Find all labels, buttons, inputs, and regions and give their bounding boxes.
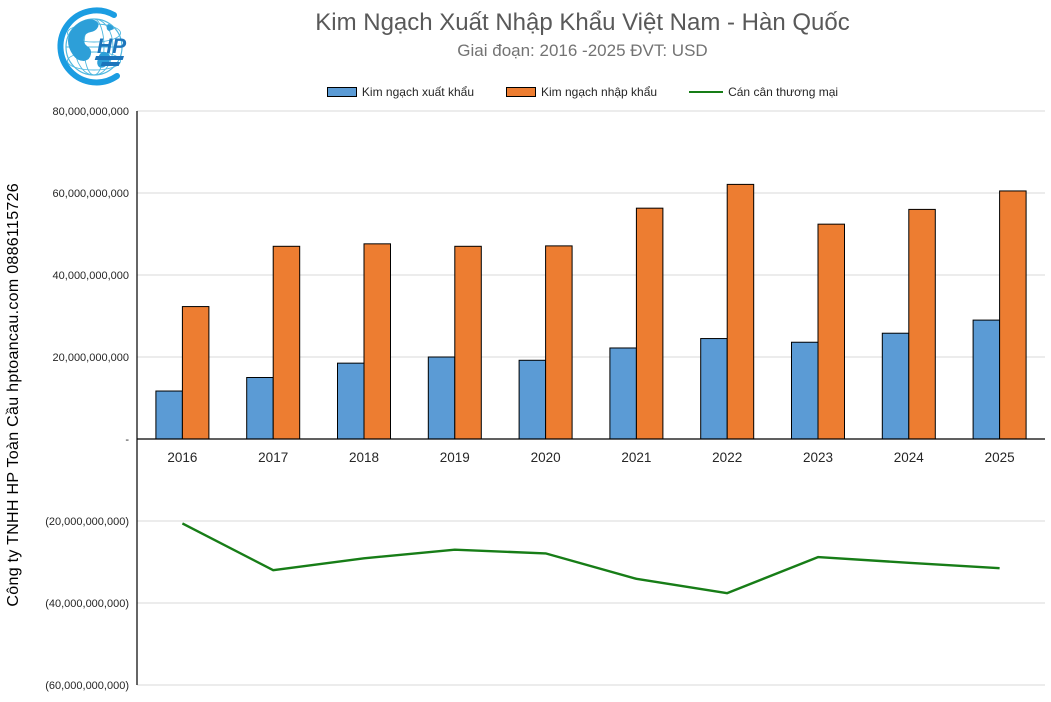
legend-label-balance: Cán cân thương mại xyxy=(728,85,839,99)
import-series-swatch-icon xyxy=(506,87,536,97)
logo-hp-text: HP xyxy=(97,35,127,58)
x-axis-year-label: 2016 xyxy=(167,450,197,465)
y-axis-tick-label: 60,000,000,000 xyxy=(53,188,129,200)
y-axis-tick-label: (20,000,000,000) xyxy=(45,516,129,528)
y-axis-tick-label: (60,000,000,000) xyxy=(45,680,129,692)
x-axis-year-label: 2017 xyxy=(258,450,288,465)
export-bar-2018 xyxy=(337,362,365,440)
y-axis-tick-label: 80,000,000,000 xyxy=(53,106,129,118)
import-bar-2021 xyxy=(635,207,664,440)
export-bar-2021 xyxy=(609,347,637,440)
balance-series-line-icon xyxy=(689,91,724,93)
x-axis-year-label: 2020 xyxy=(531,450,561,465)
import-bar-2023 xyxy=(817,223,845,440)
export-bar-2016 xyxy=(155,390,183,440)
export-bar-2025 xyxy=(972,319,1001,440)
y-axis-tick-label: - xyxy=(125,434,129,446)
import-bar-2020 xyxy=(545,245,573,440)
legend-label-exports: Kim ngạch xuất khẩu xyxy=(361,85,474,99)
legend-item-imports: Kim ngạch nhập khẩu xyxy=(506,85,657,99)
chart-title: Kim Ngạch Xuất Nhập Khẩu Việt Nam - Hàn … xyxy=(315,9,850,36)
export-bar-2023 xyxy=(791,341,819,440)
import-bar-2018 xyxy=(363,243,391,440)
chart-subtitle: Giai đoạn: 2016 -2025 ĐVT: USD xyxy=(457,41,708,60)
x-axis-year-label: 2023 xyxy=(803,450,833,465)
logo-monogram: HP xyxy=(94,35,127,66)
export-bar-2024 xyxy=(881,332,910,440)
company-logo: HP xyxy=(57,7,127,86)
legend-label-imports: Kim ngạch nhập khẩu xyxy=(541,85,658,99)
import-bar-2019 xyxy=(454,245,482,440)
export-bar-2019 xyxy=(427,356,456,440)
export-bar-2022 xyxy=(700,338,728,440)
x-axis-year-label: 2018 xyxy=(349,450,379,465)
import-bar-2022 xyxy=(726,183,755,440)
x-axis-year-label: 2022 xyxy=(712,450,742,465)
import-bar-2024 xyxy=(908,208,936,440)
import-bar-2017 xyxy=(272,245,301,440)
x-axis-year-label: 2019 xyxy=(440,450,470,465)
y-axis-tick-label: (40,000,000,000) xyxy=(45,598,129,610)
export-bar-2017 xyxy=(246,377,274,440)
title-block: Kim Ngạch Xuất Nhập Khẩu Việt Nam - Hàn … xyxy=(160,8,1005,61)
legend-item-exports: Kim ngạch xuất khẩu xyxy=(326,85,474,99)
y-axis-tick-label: 40,000,000,000 xyxy=(53,270,129,282)
x-axis-year-label: 2021 xyxy=(621,450,651,465)
globe-icon xyxy=(57,7,123,86)
y-axis-tick-label: 20,000,000,000 xyxy=(53,352,129,364)
import-bar-2016 xyxy=(181,306,210,440)
chart-legend: Kim ngạch xuất khẩu Kim ngạch nhập khẩu … xyxy=(160,85,1005,99)
import-bar-2025 xyxy=(999,190,1027,440)
export-bar-2020 xyxy=(518,359,547,440)
company-watermark: Công ty TNHH HP Toàn Cầu hptoancau.com 0… xyxy=(5,183,22,607)
x-axis-year-label: 2024 xyxy=(894,450,925,465)
x-axis-year-label: 2025 xyxy=(985,450,1015,465)
legend-item-balance: Cán cân thương mại xyxy=(689,85,838,99)
export-series-swatch-icon xyxy=(326,87,357,97)
trade-balance-line xyxy=(181,522,1000,595)
